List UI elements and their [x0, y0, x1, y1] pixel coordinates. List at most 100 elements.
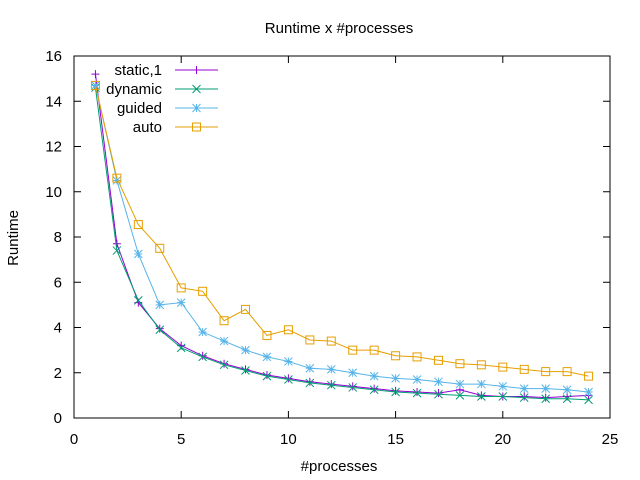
x-tick-label: 15 [387, 431, 404, 448]
series-static-1 [91, 70, 593, 402]
data-point-dynamic [348, 383, 358, 392]
data-point-static-1 [370, 384, 379, 393]
data-point-dynamic [155, 325, 165, 335]
data-point-guided [284, 357, 293, 366]
series-dynamic [91, 83, 593, 405]
data-point-auto [562, 367, 572, 377]
data-point-static-1 [434, 389, 443, 398]
data-point-dynamic [176, 343, 186, 353]
data-point-static-1 [155, 324, 164, 333]
data-point-auto [369, 345, 379, 355]
data-point-guided [498, 381, 508, 391]
data-point-guided [412, 375, 422, 384]
data-point-auto [219, 316, 229, 326]
x-tick-label: 10 [280, 431, 297, 448]
data-point-static-1 [520, 392, 529, 401]
data-point-guided [133, 249, 143, 259]
legend-marker-static-1 [192, 66, 201, 74]
y-tick-label: 12 [45, 139, 62, 156]
data-point-guided [584, 387, 593, 397]
data-point-auto [176, 283, 186, 293]
data-point-dynamic [219, 360, 229, 370]
data-point-guided [112, 176, 122, 185]
x-tick-label: 5 [177, 431, 185, 448]
y-tick-label: 2 [54, 365, 62, 382]
data-point-static-1 [91, 70, 100, 79]
data-point-guided [455, 379, 465, 389]
data-point-auto [155, 243, 165, 253]
data-point-dynamic [412, 388, 422, 398]
data-point-auto [584, 371, 594, 381]
data-point-auto [198, 286, 208, 296]
data-point-dynamic [262, 371, 272, 381]
legend-marker-dynamic [192, 84, 201, 94]
legend-label-static-1: static,1 [114, 62, 162, 79]
data-point-auto [498, 362, 508, 372]
data-point-dynamic [112, 246, 122, 255]
data-point-static-1 [391, 386, 400, 395]
data-point-guided [241, 345, 250, 355]
data-point-auto [455, 359, 465, 369]
legend-label-guided: guided [117, 100, 162, 117]
data-point-guided [155, 300, 165, 310]
data-point-guided [519, 384, 529, 393]
data-point-auto [90, 80, 100, 90]
data-point-auto [348, 345, 358, 355]
data-point-auto [262, 330, 272, 340]
data-point-dynamic [241, 366, 250, 375]
series-line-dynamic [94, 87, 589, 401]
legend-label-dynamic: dynamic [106, 81, 162, 98]
data-point-guided [198, 327, 207, 337]
data-point-guided [326, 365, 336, 374]
data-point-static-1 [541, 393, 550, 402]
data-point-dynamic [584, 395, 593, 405]
data-point-static-1 [477, 391, 486, 400]
plot-area: 0 5 10 15 20 25 0 2 4 6 8 10 12 14 16 [45, 48, 618, 448]
data-point-dynamic [541, 394, 551, 404]
data-point-guided [434, 377, 443, 387]
data-point-guided [477, 379, 486, 389]
y-tick-label: 14 [45, 93, 62, 110]
data-point-dynamic [326, 380, 336, 390]
y-tick-label: 10 [45, 184, 62, 201]
series-auto [90, 80, 594, 381]
data-point-guided [262, 352, 272, 362]
data-point-guided [369, 371, 379, 381]
legend-marker-auto [192, 122, 201, 132]
data-point-static-1 [305, 377, 314, 386]
x-axis-title: #processes [301, 458, 378, 475]
data-point-auto [391, 351, 401, 361]
data-point-auto [283, 325, 293, 335]
data-point-auto [433, 355, 443, 365]
y-tick-label: 6 [54, 274, 62, 291]
data-point-dynamic [133, 295, 143, 305]
series-line-static-1 [94, 74, 589, 399]
data-point-guided [305, 363, 315, 373]
data-point-static-1 [327, 380, 336, 389]
data-point-guided [348, 368, 358, 378]
data-point-auto [541, 367, 551, 377]
data-point-dynamic [562, 394, 572, 404]
data-point-guided [541, 384, 551, 393]
data-point-dynamic [477, 392, 486, 401]
x-tick-label: 25 [602, 431, 619, 448]
data-point-dynamic [519, 393, 529, 402]
chart-title: Runtime x #processes [265, 20, 413, 37]
data-point-auto [112, 173, 122, 183]
y-tick-label: 4 [54, 320, 62, 337]
x-tick-label: 20 [494, 431, 511, 448]
x-tick-label: 0 [70, 431, 78, 448]
data-point-guided [562, 385, 572, 395]
data-point-dynamic [369, 385, 379, 395]
data-point-auto [519, 364, 529, 374]
y-tick-label: 0 [54, 410, 62, 427]
y-tick-label: 8 [54, 229, 62, 246]
data-point-auto [326, 336, 336, 346]
data-point-static-1 [413, 387, 422, 396]
data-point-auto [305, 335, 315, 345]
data-point-dynamic [455, 391, 465, 400]
series-line-auto [94, 85, 589, 377]
data-point-auto [412, 352, 422, 362]
data-point-guided [219, 336, 229, 346]
data-point-static-1 [112, 239, 121, 248]
